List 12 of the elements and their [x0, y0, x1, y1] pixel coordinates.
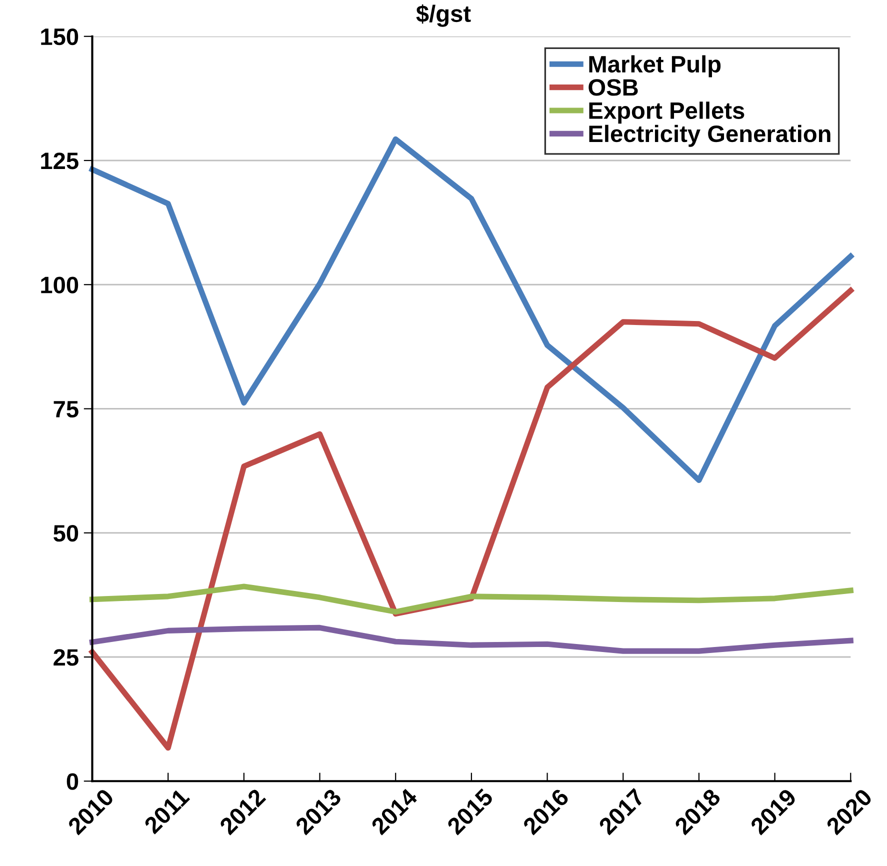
legend-label: Market Pulp: [589, 55, 721, 78]
chart-title: $/gst: [416, 4, 471, 27]
y-tick-label: 125: [41, 152, 78, 170]
y-tick-label: 25: [54, 649, 78, 666]
legend-label: Export Pellets: [589, 102, 744, 124]
legend-label: Electricity Generation: [589, 124, 830, 147]
y-tick-label: 75: [54, 401, 78, 418]
y-tick-label: 100: [41, 276, 78, 294]
y-tick-label: 50: [54, 524, 78, 542]
y-tick-label: 150: [41, 28, 78, 46]
legend-label: OSB: [588, 79, 638, 96]
y-tick-label: 0: [66, 773, 78, 790]
